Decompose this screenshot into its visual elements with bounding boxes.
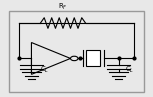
Text: R$_F$: R$_F$: [58, 2, 68, 12]
Text: C$_L$: C$_L$: [40, 65, 50, 75]
Text: C$_L$: C$_L$: [125, 65, 134, 75]
Bar: [86, 50, 100, 66]
